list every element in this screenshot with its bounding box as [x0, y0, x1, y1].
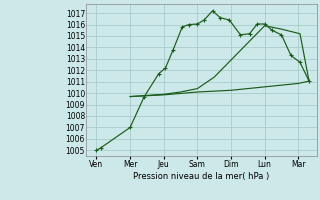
X-axis label: Pression niveau de la mer( hPa ): Pression niveau de la mer( hPa )	[133, 172, 270, 181]
